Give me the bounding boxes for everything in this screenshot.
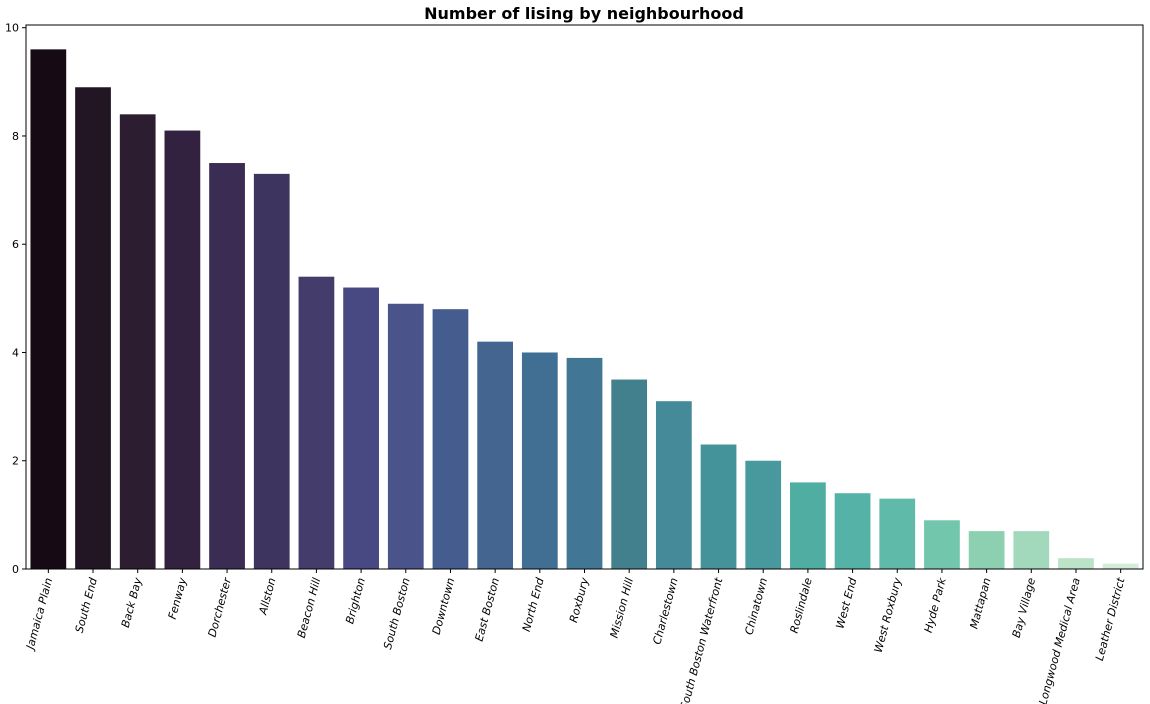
x-tick-label: South Boston Waterfront <box>678 576 726 704</box>
bar-mattapan <box>968 531 1005 569</box>
y-tick-label: 10 <box>5 22 19 35</box>
x-tick-label: Mission Hill <box>608 576 637 639</box>
bar-south-boston-waterfront <box>700 444 737 569</box>
x-tick-label: Back Bay <box>119 576 145 629</box>
x-tick-label: Allston <box>256 576 278 616</box>
bar-bay-village <box>1013 531 1050 569</box>
y-tick-label: 4 <box>12 346 19 359</box>
bar-north-end <box>521 352 558 569</box>
bar-mission-hill <box>611 379 648 569</box>
y-tick-label: 0 <box>12 563 19 576</box>
bar-roslindale <box>790 482 826 569</box>
bar-south-end <box>75 87 111 570</box>
bar-west-roxbury <box>879 498 916 569</box>
x-tick-label: Dorchester <box>206 575 235 639</box>
x-tick-label: Roslindale <box>788 576 815 634</box>
y-tick-label: 8 <box>12 130 19 143</box>
y-tick-label: 6 <box>12 238 19 251</box>
y-axis: 0 2 4 6 8 10 <box>5 22 26 576</box>
x-tick-label: South End <box>73 575 100 634</box>
bar-downtown <box>432 309 469 569</box>
bars-group <box>30 49 1139 570</box>
bar-west-end <box>834 493 871 569</box>
x-tick-label: Longwood Medical Area <box>1036 576 1083 704</box>
x-tick-label: Roxbury <box>567 576 592 624</box>
x-tick-label: Beacon Hill <box>295 576 324 639</box>
x-tick-label: Charlestown <box>650 576 680 646</box>
bar-leather-district <box>1102 563 1139 569</box>
x-tick-label: Downtown <box>430 576 458 636</box>
bar-south-boston <box>387 303 424 569</box>
chart-title: Number of lising by neighbourhood <box>424 4 744 23</box>
x-tick-label: Jamaica Plain <box>23 576 55 652</box>
x-tick-label: Chinatown <box>742 576 770 636</box>
x-tick-label: Fenway <box>166 576 190 621</box>
x-tick-label: Bay Village <box>1010 576 1039 639</box>
x-tick-label: East Boston <box>473 576 502 642</box>
x-tick-label: Brighton <box>343 576 368 625</box>
bar-hyde-park <box>924 520 960 569</box>
x-tick-label: Hyde Park <box>922 576 949 634</box>
bar-fenway <box>164 130 201 569</box>
y-tick-label: 2 <box>12 455 19 468</box>
bar-jamaica-plain <box>30 49 67 569</box>
bar-brighton <box>343 287 379 569</box>
x-tick-label: Mattapan <box>967 576 993 630</box>
x-axis: Jamaica Plain South End Back Bay Fenway Dorc… <box>23 569 1128 704</box>
bar-back-bay <box>119 114 156 570</box>
bar-dorchester <box>209 163 245 569</box>
x-tick-label: North End <box>520 575 547 633</box>
bar-longwood-medical-area <box>1058 558 1094 569</box>
bar-beacon-hill <box>298 276 335 569</box>
x-tick-label: West Roxbury <box>872 576 905 654</box>
bar-chinatown <box>745 460 782 569</box>
x-tick-label: South Boston <box>381 576 413 650</box>
bar-roxbury <box>566 357 603 569</box>
bar-charlestown <box>655 401 692 569</box>
bar-allston <box>253 173 290 570</box>
x-tick-label: Leather District <box>1093 576 1128 662</box>
x-tick-label: West End <box>833 575 859 630</box>
bar-east-boston <box>477 341 514 569</box>
